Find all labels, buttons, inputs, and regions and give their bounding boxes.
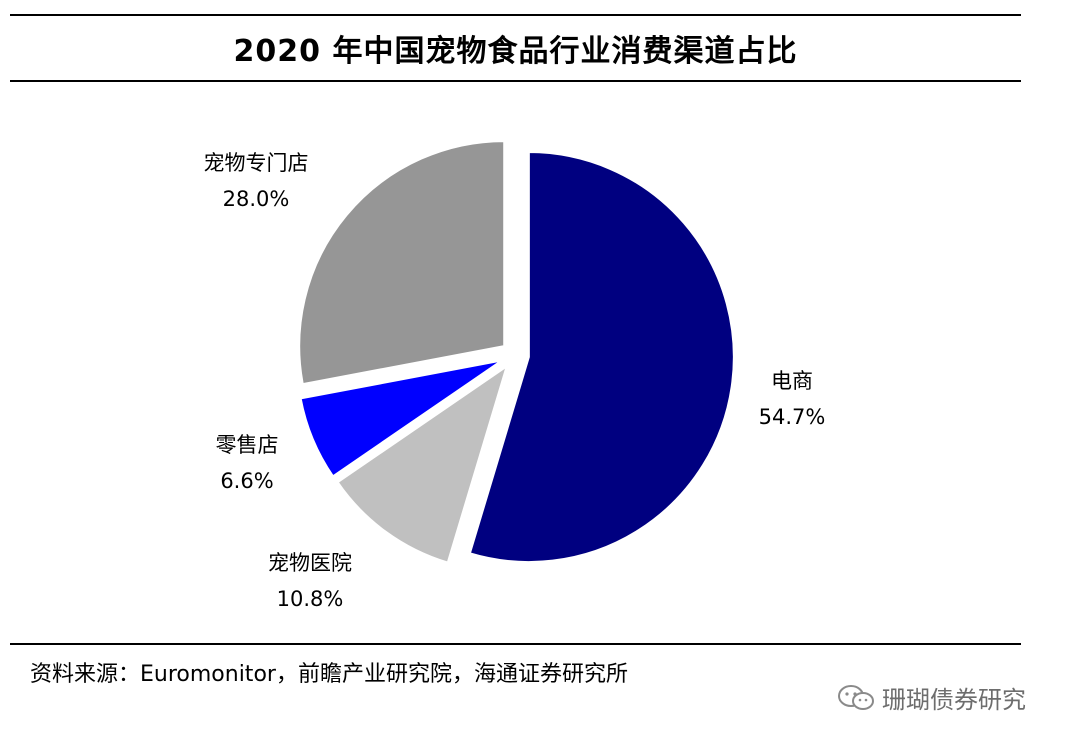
bottom-rule [10, 643, 1021, 645]
slice-value-label-1: 54.7% [759, 405, 826, 429]
title-underline [10, 80, 1021, 82]
slice-value-label-2: 10.8% [277, 587, 344, 611]
pie-slice-4 [298, 140, 506, 386]
pie-slice-1 [468, 151, 735, 564]
slice-name-label-1: 电商 [771, 369, 813, 393]
slice-name-label-4: 宠物专门店 [204, 151, 309, 175]
top-rule [10, 14, 1021, 16]
slice-name-label-3: 零售店 [216, 433, 279, 457]
pie-slice-3 [299, 359, 503, 478]
pie-chart: 电商 54.7% 宠物医院 10.8% 零售店 6.6% 宠物专门店 28.0% [204, 140, 826, 611]
wechat-icon [838, 684, 874, 710]
pie-labels: 电商 54.7% 宠物医院 10.8% 零售店 6.6% 宠物专门店 28.0% [204, 151, 826, 611]
pie-slices [298, 140, 735, 564]
watermark-text: 珊瑚债券研究 [882, 686, 1026, 714]
source-note: 资料来源：Euromonitor，前瞻产业研究院，海通证券研究所 [30, 662, 628, 687]
slice-value-label-4: 28.0% [223, 187, 290, 211]
slice-name-label-2: 宠物医院 [268, 551, 352, 575]
slice-value-label-3: 6.6% [220, 469, 273, 493]
watermark: 珊瑚债券研究 [836, 680, 1026, 715]
pie-slice-2 [336, 363, 509, 564]
chart-title: 2020 年中国宠物食品行业消费渠道占比 [233, 34, 798, 69]
